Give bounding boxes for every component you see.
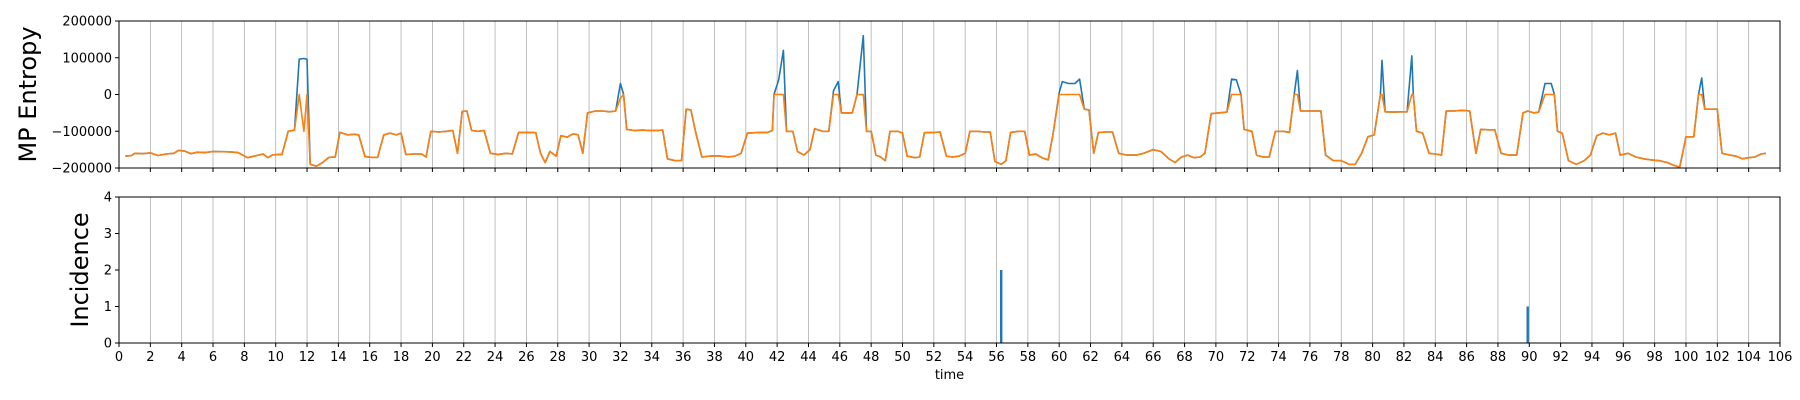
x-tick-label: 88 bbox=[1490, 350, 1507, 365]
x-tick-label: 106 bbox=[1768, 350, 1793, 365]
x-tick-label: 12 bbox=[299, 350, 316, 365]
incidence-grid bbox=[118, 197, 1781, 343]
y-tick-label: 4 bbox=[104, 191, 112, 206]
incidence-bar bbox=[1526, 306, 1529, 343]
y-tick-label: 2 bbox=[104, 264, 112, 279]
x-tick-label: 64 bbox=[1114, 350, 1131, 365]
x-tick-label: 30 bbox=[581, 350, 598, 365]
y-tick-label: −200000 bbox=[51, 162, 112, 177]
x-tick-label: 78 bbox=[1333, 350, 1350, 365]
x-tick-label: 32 bbox=[612, 350, 629, 365]
x-tick-label: 6 bbox=[209, 350, 217, 365]
x-tick-label: 22 bbox=[455, 350, 472, 365]
x-tick-label: 24 bbox=[487, 350, 504, 365]
y-tick-label: 100000 bbox=[62, 51, 112, 66]
x-tick-label: 100 bbox=[1674, 350, 1699, 365]
x-tick-label: 40 bbox=[738, 350, 755, 365]
x-tick-label: 28 bbox=[549, 350, 566, 365]
x-tick-label: 48 bbox=[863, 350, 880, 365]
x-tick-label: 66 bbox=[1145, 350, 1162, 365]
x-tick-label: 98 bbox=[1646, 350, 1663, 365]
x-tick-label: 8 bbox=[240, 350, 248, 365]
y-tick-label: 0 bbox=[104, 337, 112, 352]
x-tick-label: 0 bbox=[115, 350, 123, 365]
entropy-y-ticks: −200000 −100000 0 100000 200000 bbox=[51, 15, 119, 177]
x-tick-label: 18 bbox=[393, 350, 410, 365]
x-tick-label: 68 bbox=[1176, 350, 1193, 365]
x-tick-label: 20 bbox=[424, 350, 441, 365]
x-tick-label: 94 bbox=[1584, 350, 1601, 365]
entropy-y-axis-label: MP Entropy bbox=[14, 26, 42, 162]
x-tick-label: 52 bbox=[926, 350, 943, 365]
x-tick-label: 72 bbox=[1239, 350, 1256, 365]
x-tick-label: 56 bbox=[988, 350, 1005, 365]
y-tick-label: −100000 bbox=[51, 125, 112, 140]
x-tick-label: 38 bbox=[706, 350, 723, 365]
x-tick-label: 2 bbox=[146, 350, 154, 365]
x-tick-label: 26 bbox=[518, 350, 535, 365]
x-tick-label: 46 bbox=[832, 350, 849, 365]
entropy-series-1-line bbox=[125, 34, 1767, 169]
y-tick-label: 1 bbox=[104, 300, 112, 315]
incidence-bar bbox=[1000, 270, 1003, 343]
x-tick-label: 42 bbox=[769, 350, 786, 365]
x-tick-label: 84 bbox=[1427, 350, 1444, 365]
y-tick-label: 0 bbox=[104, 88, 112, 103]
incidence-plot-frame bbox=[118, 196, 1781, 344]
x-tick-label: 96 bbox=[1615, 350, 1632, 365]
x-tick-label: 74 bbox=[1270, 350, 1287, 365]
entropy-panel: −200000 −100000 0 100000 200000 MP Entropy bbox=[14, 15, 1781, 177]
x-tick-label: 82 bbox=[1396, 350, 1413, 365]
x-tick-label: 80 bbox=[1364, 350, 1381, 365]
x-tick-label: 86 bbox=[1458, 350, 1475, 365]
x-tick-label: 92 bbox=[1552, 350, 1569, 365]
x-tick-label: 36 bbox=[675, 350, 692, 365]
x-tick-label: 58 bbox=[1020, 350, 1037, 365]
x-tick-label: 104 bbox=[1736, 350, 1761, 365]
x-tick-label: 44 bbox=[800, 350, 817, 365]
incidence-x-ticks: 0 2 4 6 8 10 12 14 16 18 20 22 24 26 28 30 32 34 36 38 40 42 4… bbox=[115, 343, 1793, 365]
x-tick-label: 76 bbox=[1302, 350, 1319, 365]
x-tick-label: 34 bbox=[644, 350, 661, 365]
x-tick-label: 10 bbox=[267, 350, 284, 365]
x-tick-label: 102 bbox=[1705, 350, 1730, 365]
x-tick-label: 16 bbox=[361, 350, 378, 365]
x-tick-label: 70 bbox=[1208, 350, 1225, 365]
entropy-plot-frame bbox=[118, 20, 1781, 169]
entropy-grid bbox=[118, 21, 1781, 168]
x-tick-label: 54 bbox=[957, 350, 974, 365]
entropy-series bbox=[125, 34, 1767, 169]
y-tick-label: 3 bbox=[104, 227, 112, 242]
x-tick-label: 90 bbox=[1521, 350, 1538, 365]
x-tick-label: 14 bbox=[330, 350, 347, 365]
entropy-x-ticks bbox=[118, 168, 1781, 172]
incidence-series bbox=[1000, 270, 1529, 343]
incidence-y-ticks: 0 1 2 3 4 bbox=[104, 191, 119, 352]
x-tick-label: 50 bbox=[894, 350, 911, 365]
x-tick-label: 4 bbox=[178, 350, 186, 365]
x-tick-label: 60 bbox=[1051, 350, 1068, 365]
entropy-series-2-line bbox=[125, 93, 1767, 169]
time-x-axis-label: time bbox=[935, 368, 964, 383]
incidence-y-axis-label: Incidence bbox=[66, 212, 94, 327]
x-tick-label: 62 bbox=[1082, 350, 1099, 365]
y-tick-label: 200000 bbox=[62, 15, 112, 30]
